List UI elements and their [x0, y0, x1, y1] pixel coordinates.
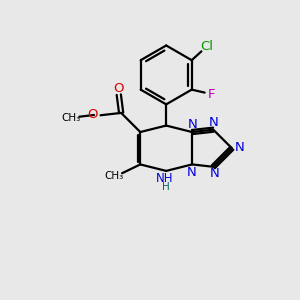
- Text: N: N: [235, 141, 245, 154]
- Text: N: N: [188, 118, 198, 131]
- Text: N: N: [187, 166, 196, 178]
- Text: O: O: [88, 108, 98, 121]
- Text: N: N: [210, 167, 220, 180]
- Text: CH₃: CH₃: [104, 171, 123, 181]
- Text: CH₃: CH₃: [61, 112, 80, 123]
- Text: F: F: [208, 88, 215, 100]
- Text: N: N: [209, 116, 219, 129]
- Text: NH: NH: [156, 172, 173, 185]
- Text: Cl: Cl: [200, 40, 213, 53]
- Text: O: O: [113, 82, 124, 95]
- Text: H: H: [162, 182, 170, 192]
